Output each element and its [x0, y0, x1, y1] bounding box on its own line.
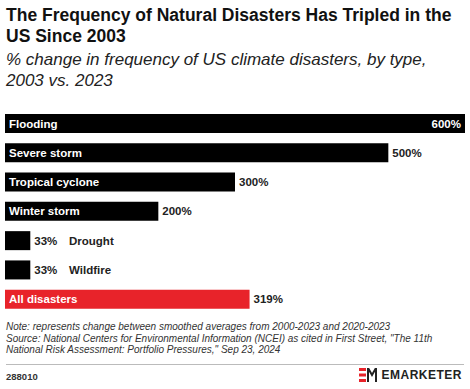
svg-text:33%: 33% — [34, 235, 57, 247]
svg-text:319%: 319% — [254, 293, 283, 305]
html-text:EMARKETER: EMARKETER — [381, 368, 462, 382]
svg-text:Flooding: Flooding — [9, 118, 58, 130]
svg-text:200%: 200% — [162, 205, 191, 217]
svg-text:600%: 600% — [432, 118, 461, 130]
svg-text:Winter storm: Winter storm — [9, 205, 80, 217]
html-text:Source: National Centers for E: Source: National Centers for Environment… — [6, 332, 433, 355]
svg-text:Tropical cyclone: Tropical cyclone — [9, 176, 99, 188]
html-text:Note: represents change betwee: Note: represents change between smoothed… — [6, 321, 391, 332]
svg-text:All disasters: All disasters — [9, 293, 77, 305]
svg-text:300%: 300% — [239, 176, 268, 188]
html-text:The Frequency of Natural Disas: The Frequency of Natural Disasters Has T… — [6, 5, 452, 46]
svg-text:Severe storm: Severe storm — [9, 147, 82, 159]
svg-text:500%: 500% — [392, 147, 421, 159]
svg-text:33%: 33% — [34, 264, 57, 276]
svg-text:Wildfire: Wildfire — [69, 264, 111, 276]
html-text:288010: 288010 — [6, 371, 38, 382]
html-text:% change in frequency of US cl: % change in frequency of US climate disa… — [6, 50, 427, 90]
svg-text:Drought: Drought — [69, 235, 114, 247]
